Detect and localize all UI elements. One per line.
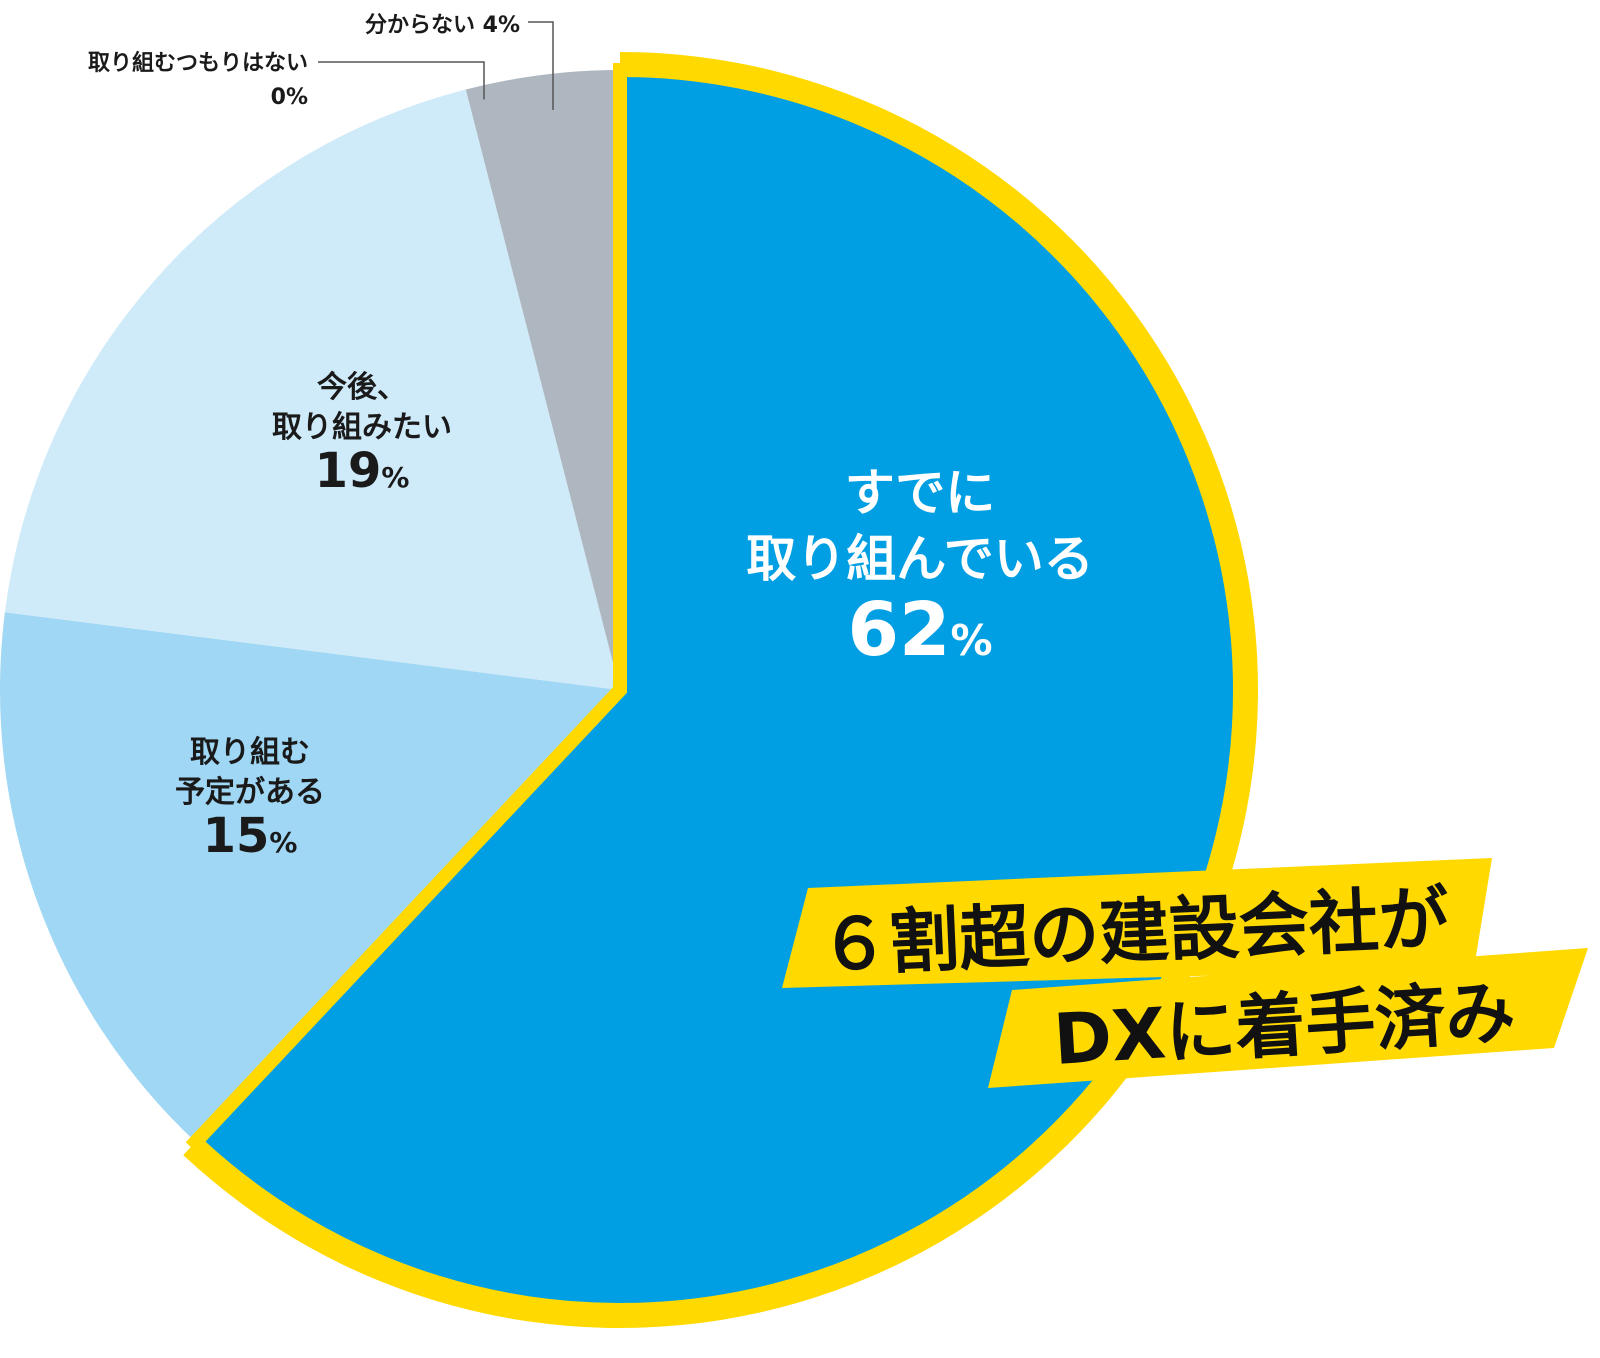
slice-value-number: 19 bbox=[315, 443, 382, 499]
slice-value-number: 62 bbox=[847, 587, 950, 673]
pie-slice-1 bbox=[0, 612, 621, 1142]
slice-label-3: 取り組むつもりはない bbox=[88, 50, 308, 76]
slice-label-line: 取り組む bbox=[190, 735, 310, 770]
callout-banner-2 bbox=[988, 948, 1588, 1088]
slice-label-line: 予定がある bbox=[175, 775, 325, 810]
slice-value-label: 19% bbox=[315, 443, 410, 499]
leader-line-4 bbox=[528, 21, 554, 110]
slice-label-line: 取り組んでいる bbox=[746, 530, 1094, 588]
slice-value-label: 62% bbox=[847, 587, 992, 673]
slice-label-4: 分からない 4% bbox=[365, 13, 520, 38]
pie-slice-4 bbox=[465, 70, 620, 690]
slice-value-label: 4% bbox=[483, 13, 520, 38]
slice-value-unit: % bbox=[269, 826, 297, 859]
slice-value-unit: % bbox=[950, 616, 992, 665]
slice-value-unit: % bbox=[381, 461, 409, 494]
slice-value-label: 15% bbox=[203, 808, 298, 864]
pie-slices bbox=[0, 52, 1259, 1328]
slice-value-number: 15 bbox=[203, 808, 270, 864]
callout-banner-1 bbox=[782, 858, 1492, 988]
slice-label-line: すでに bbox=[845, 464, 996, 522]
leader-line-3 bbox=[318, 61, 485, 100]
slice-value-label-3: 0% bbox=[271, 85, 308, 110]
outside-labels: 分からない 4% 取り組むつもりはない 0% bbox=[88, 13, 554, 110]
slice-label-line: 分からない bbox=[365, 13, 483, 38]
slice-label-line: 取り組みたい bbox=[272, 410, 452, 445]
pie-slice-2 bbox=[4, 89, 620, 691]
slice-label-line: 今後、 bbox=[317, 370, 407, 405]
